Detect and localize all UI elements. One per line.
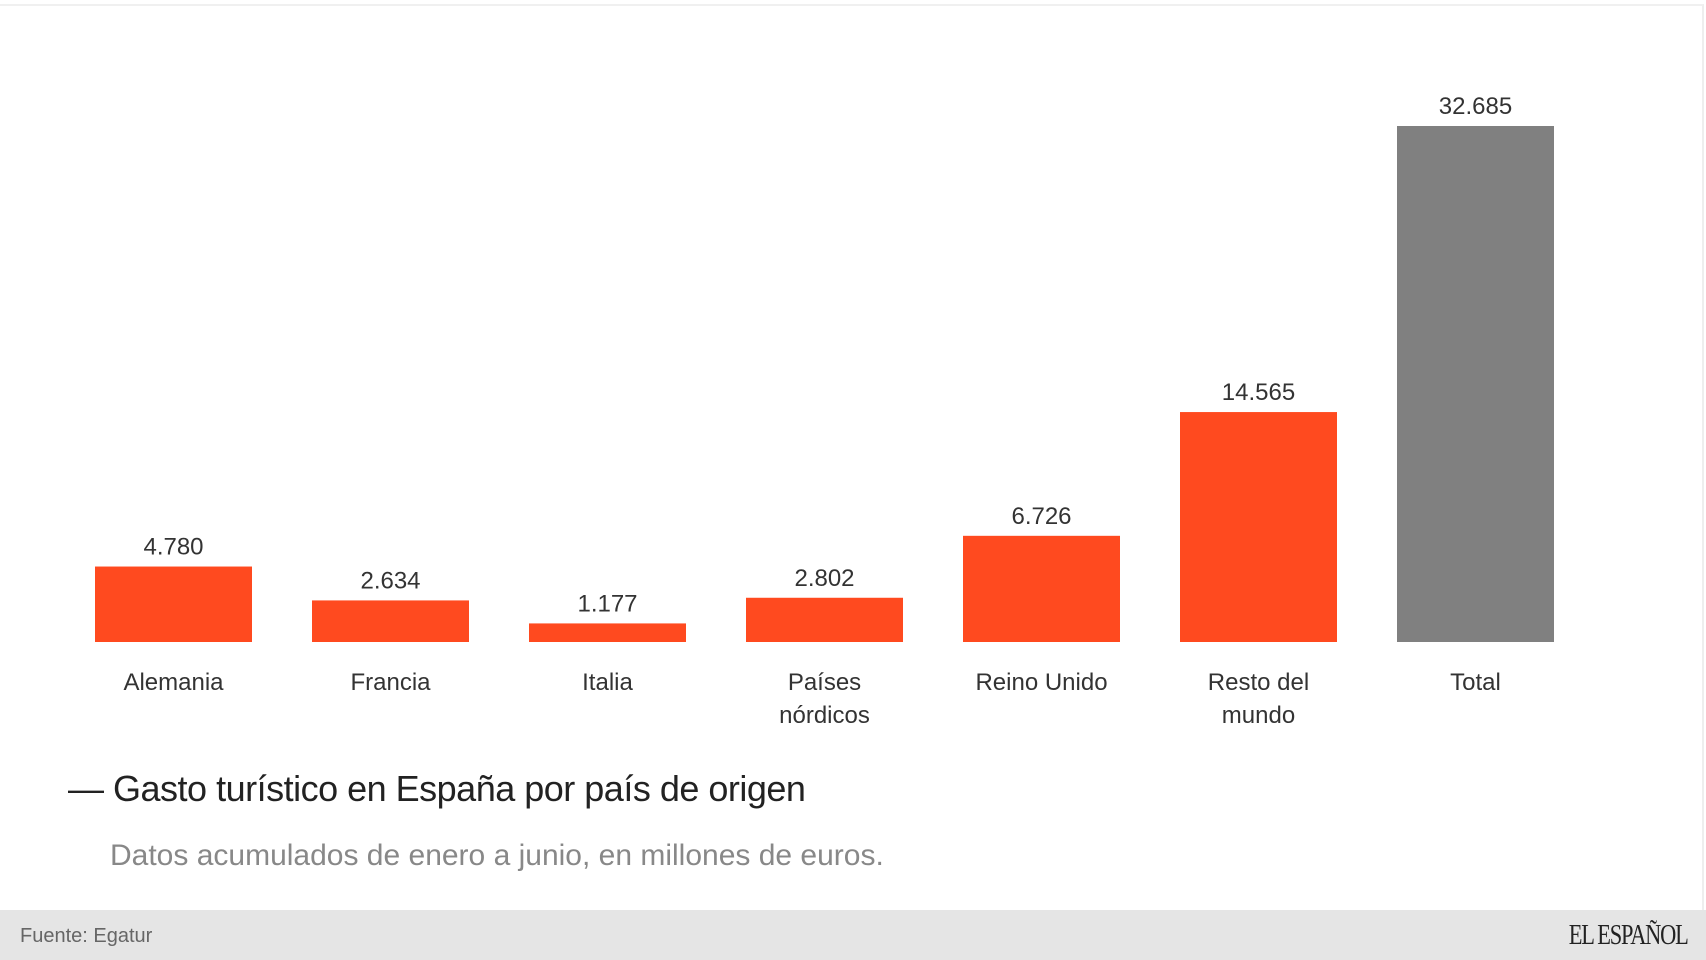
data-label: 4.780 [143, 534, 203, 561]
bar-0 [95, 566, 252, 642]
data-label: 2.802 [794, 565, 854, 592]
category-label: Resto del [1208, 669, 1309, 696]
category-label: nórdicos [779, 702, 870, 729]
data-label: 1.177 [577, 590, 637, 617]
bar-2 [529, 623, 686, 642]
data-label: 6.726 [1011, 503, 1071, 530]
bar-1 [312, 600, 469, 642]
category-label: Países [788, 669, 861, 696]
el-espanol-logo: EL ESPAÑOL [1569, 920, 1689, 951]
category-label: mundo [1222, 702, 1295, 729]
category-label: Francia [350, 669, 431, 696]
category-label: Total [1450, 669, 1501, 696]
category-label: Reino Unido [975, 669, 1107, 696]
chart-title: — Gasto turístico en España por país de … [68, 768, 806, 809]
bar-chart: 4.780 Alemania 2.634 Francia 1.177 Italia 2.80… [95, 93, 1554, 729]
data-label: 2.634 [360, 567, 420, 594]
footer: Fuente: Egatur EL ESPAÑOL [0, 910, 1706, 960]
bar-3 [746, 597, 903, 642]
bar-5 [1180, 412, 1337, 642]
data-label: 32.685 [1439, 93, 1512, 120]
source-note: Fuente: Egatur [20, 925, 153, 947]
chart-subtitle: Datos acumulados de enero a junio, en mi… [110, 839, 884, 872]
category-label: Italia [582, 669, 633, 696]
chart-card: 4.780 Alemania 2.634 Francia 1.177 Italia 2.80… [0, 4, 1704, 912]
bar-4 [963, 535, 1120, 642]
bar-6 [1397, 126, 1554, 642]
chart-title-text: Gasto turístico en España por país de or… [113, 768, 806, 809]
data-label: 14.565 [1222, 379, 1295, 406]
category-label: Alemania [123, 669, 224, 696]
